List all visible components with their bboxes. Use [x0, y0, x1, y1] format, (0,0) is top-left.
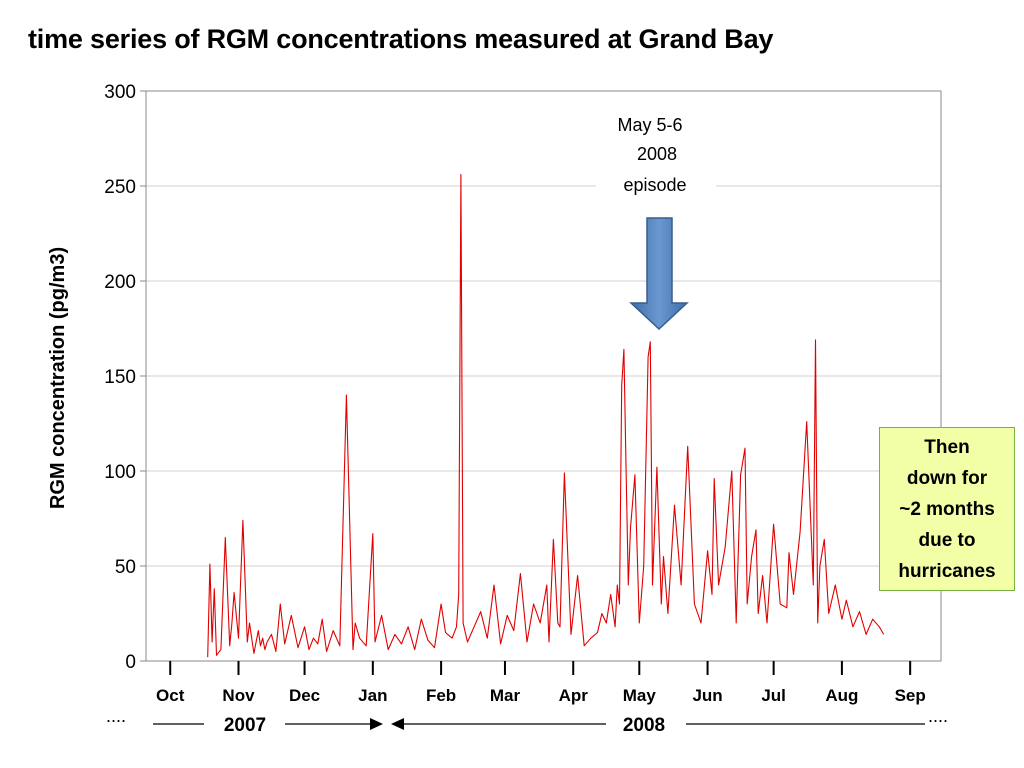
arrowhead-2007-end — [370, 718, 383, 730]
month-label-dec: Dec — [289, 686, 320, 705]
episode-line-3: episode — [623, 175, 686, 195]
y-axis-ticks: 0 50 100 150 200 250 300 — [104, 82, 146, 673]
month-label-jul: Jul — [761, 686, 786, 705]
rgm-series-line — [207, 174, 885, 658]
month-ticks: Oct Nov Dec Jan Feb Mar Apr May Jun Jul Aug Sep — [156, 661, 926, 705]
episode-annotation: May 5-6 2008 episode — [596, 112, 716, 331]
episode-line-1: May 5-6 — [617, 115, 682, 135]
episode-label-bg — [596, 112, 716, 200]
ellipsis-right: .... — [928, 706, 948, 726]
y-tick-label-200: 200 — [104, 272, 136, 293]
year-label-2007: 2007 — [224, 715, 266, 736]
note-line-3: ~2 months — [899, 498, 995, 520]
month-label-nov: Nov — [222, 686, 255, 705]
month-label-jan: Jan — [358, 686, 387, 705]
month-label-feb: Feb — [426, 686, 456, 705]
y-tick-label-50: 50 — [115, 557, 136, 578]
note-line-1: Then — [924, 436, 970, 458]
arrowhead-2008-start — [391, 718, 404, 730]
year-label-2008: 2008 — [623, 715, 665, 736]
y-tick-label-0: 0 — [125, 652, 136, 673]
year-timeline: .... 2007 2008 .... — [106, 706, 948, 736]
month-label-sep: Sep — [895, 686, 926, 705]
month-label-may: May — [623, 686, 657, 705]
slide-title: time series of RGM concentrations measur… — [28, 24, 774, 54]
month-label-mar: Mar — [490, 686, 521, 705]
y-tick-label-250: 250 — [104, 177, 136, 198]
y-tick-label-300: 300 — [104, 82, 136, 103]
month-label-oct: Oct — [156, 686, 185, 705]
note-line-4: due to — [918, 529, 976, 551]
month-label-jun: Jun — [692, 686, 722, 705]
y-axis-label: RGM concentration (pg/m3) — [47, 247, 69, 509]
note-line-2: down for — [906, 467, 988, 489]
month-label-aug: Aug — [825, 686, 858, 705]
episode-line-2: 2008 — [637, 144, 677, 164]
month-label-apr: Apr — [559, 686, 589, 705]
y-tick-label-150: 150 — [104, 367, 136, 388]
episode-down-arrow — [629, 217, 689, 331]
hurricane-note-box: Then down for ~2 months due to hurricane… — [879, 427, 1015, 591]
ellipsis-left: .... — [106, 706, 126, 726]
grid-lines — [146, 185, 941, 567]
note-line-5: hurricanes — [898, 560, 996, 582]
y-tick-label-100: 100 — [104, 462, 136, 483]
